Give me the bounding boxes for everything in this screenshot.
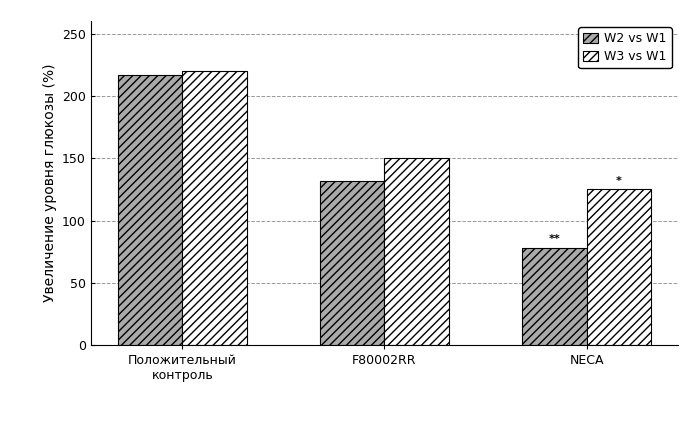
Bar: [586, 189, 651, 345]
Y-axis label: Увеличение уровня глюкозы (%): Увеличение уровня глюкозы (%): [43, 64, 57, 302]
Bar: [182, 71, 247, 345]
Bar: [319, 181, 384, 345]
Text: **: **: [549, 234, 560, 244]
Legend: W2 vs W1, W3 vs W1: W2 vs W1, W3 vs W1: [578, 27, 672, 68]
Bar: [522, 248, 586, 345]
Bar: [384, 158, 449, 345]
Bar: [117, 75, 182, 345]
Text: *: *: [616, 176, 622, 186]
